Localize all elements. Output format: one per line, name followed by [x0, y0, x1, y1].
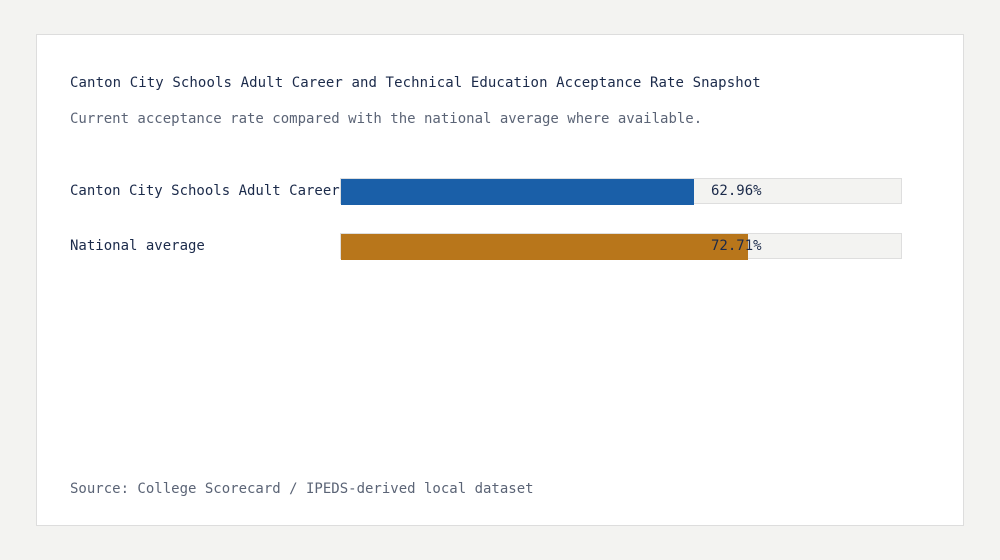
bar-label-school: Canton City Schools Adult Career and Tec…	[70, 183, 340, 199]
chart-card: Canton City Schools Adult Career and Tec…	[36, 34, 964, 526]
bar-national	[341, 234, 748, 260]
source-note: Source: College Scorecard / IPEDS-derive…	[70, 481, 534, 497]
bar-track-national	[340, 233, 902, 260]
bar-label-national: National average	[70, 238, 205, 254]
chart-title: Canton City Schools Adult Career and Tec…	[70, 75, 761, 91]
bar-school	[341, 179, 694, 205]
bar-value-school: 62.96%	[711, 183, 762, 199]
bar-track-school	[340, 178, 902, 205]
bar-row-school: Canton City Schools Adult Career and Tec…	[70, 178, 902, 205]
chart-subtitle: Current acceptance rate compared with th…	[70, 111, 703, 127]
bar-value-national: 72.71%	[711, 238, 762, 254]
bar-row-national: National average 72.71%	[70, 233, 902, 260]
